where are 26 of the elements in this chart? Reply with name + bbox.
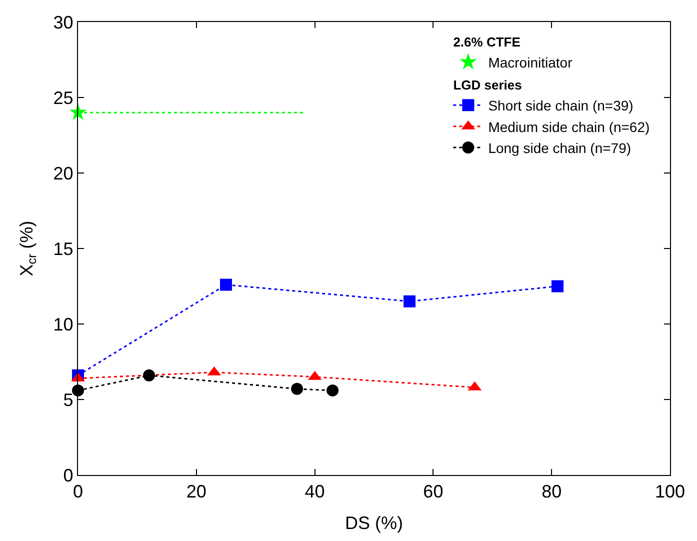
- legend-label: Medium side chain (n=62): [488, 118, 650, 135]
- annotation: LGD series: [453, 78, 522, 93]
- y-tick-label: 0: [63, 465, 74, 486]
- x-tick-label: 20: [186, 482, 206, 502]
- legend-label: Short side chain (n=39): [488, 98, 634, 114]
- y-tick-label: 30: [53, 12, 74, 32]
- annotation: 2.6% CTFE: [453, 34, 521, 50]
- x-tick-label: 40: [304, 482, 325, 502]
- y-tick-label: 10: [53, 314, 74, 334]
- x-tick-label: 60: [423, 482, 444, 502]
- point: [72, 384, 84, 396]
- y-tick-label: 5: [63, 390, 74, 410]
- legend-label: Long side chain (n=79): [488, 140, 632, 156]
- point: [143, 369, 156, 382]
- x-tick-label: 100: [654, 482, 686, 502]
- point: [220, 278, 232, 291]
- point: [291, 382, 304, 395]
- x-tick-label: 80: [542, 482, 562, 502]
- point: [404, 295, 416, 308]
- x-axis-title: DS (%): [345, 512, 403, 533]
- y-tick-label: 25: [53, 88, 74, 108]
- point: [552, 280, 564, 292]
- point: [326, 384, 339, 396]
- y-tick-label: 20: [53, 163, 74, 184]
- legend-label: Macroinitiator: [488, 54, 573, 70]
- y-tick-label: 15: [53, 238, 74, 259]
